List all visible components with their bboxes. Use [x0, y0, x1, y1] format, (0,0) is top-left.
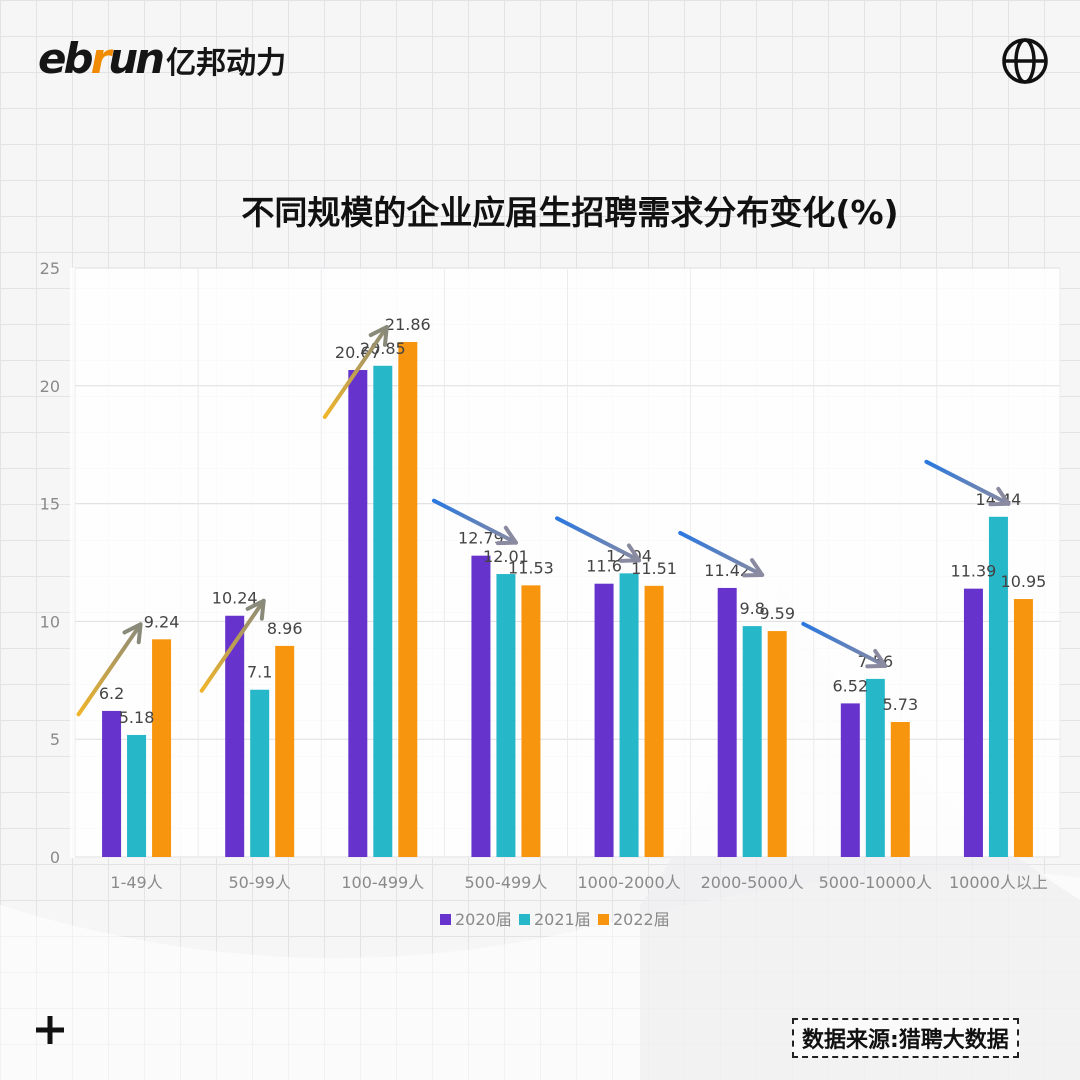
data-label: 12.79 [458, 529, 504, 548]
trend-arrow-head [245, 598, 266, 621]
bar [963, 588, 983, 857]
y-tick-label: 15 [40, 495, 60, 514]
bar [742, 626, 762, 857]
bar [102, 710, 122, 857]
trend-arrow-head [495, 525, 518, 546]
trend-arrow-shaft [555, 516, 642, 563]
bar [348, 370, 368, 857]
legend-label: 2022届 [613, 910, 670, 929]
plus-icon[interactable] [34, 1014, 66, 1046]
brand-en-prefix: eb [38, 34, 94, 83]
x-tick-label: 500-499人 [465, 873, 548, 892]
data-label: 11.6 [586, 557, 622, 576]
legend: 2020届 2021届 2022届 [440, 910, 670, 929]
trend-arrow-head [988, 486, 1011, 507]
trend-arrow-shaft [801, 621, 888, 668]
chart-title: 不同规模的企业应届生招聘需求分布变化(%) [241, 193, 898, 232]
y-tick-label: 20 [40, 377, 60, 396]
bar [127, 734, 147, 857]
x-tick-label: 50-99人 [228, 873, 291, 892]
data-label: 9.24 [144, 612, 180, 631]
legend-swatch [519, 914, 530, 925]
brand-en-accent: r [90, 34, 112, 83]
bar [152, 639, 172, 857]
data-source: 数据来源:猎聘大数据 [792, 1018, 1019, 1058]
bar [644, 585, 664, 857]
data-label: 21.86 [385, 315, 431, 334]
bar [521, 585, 541, 857]
bar [275, 645, 295, 857]
brand-logo-cn: 亿邦动力 [166, 46, 287, 81]
brand-logo-en: ebrun [38, 34, 165, 83]
bar [594, 583, 614, 857]
data-label: 20.85 [360, 339, 406, 358]
brand-en-suffix: un [108, 34, 165, 83]
data-label: 5.18 [119, 708, 155, 727]
trend-arrow-head [368, 324, 389, 347]
bars [102, 341, 1033, 857]
bar [250, 689, 270, 857]
bar [840, 703, 860, 857]
legend-label: 2021届 [534, 910, 591, 929]
plot-area [70, 268, 1060, 858]
data-label: 11.42 [704, 561, 750, 580]
data-label: 11.53 [508, 558, 554, 577]
trend-arrow-shaft [924, 459, 1011, 506]
data-label: 8.96 [267, 619, 303, 638]
y-tick-label: 10 [40, 612, 60, 631]
bar [225, 615, 245, 857]
data-label: 20.67 [335, 343, 381, 362]
bar [398, 341, 418, 857]
trend-arrow-shaft [431, 498, 518, 545]
x-tick-label: 5000-10000人 [819, 873, 932, 892]
globe-icon[interactable] [1000, 36, 1050, 86]
y-tick-label: 0 [50, 848, 60, 867]
trend-arrow-shaft [76, 622, 143, 717]
data-label: 6.52 [833, 676, 869, 695]
x-tick-label: 1000-2000人 [577, 873, 680, 892]
x-tick-label: 2000-5000人 [701, 873, 804, 892]
bar [890, 722, 910, 857]
data-label: 10.24 [212, 589, 258, 608]
data-label: 11.39 [951, 562, 997, 581]
data-label: 10.95 [1001, 572, 1047, 591]
trend-arrow-head [619, 543, 642, 563]
y-tick-label: 25 [40, 259, 60, 278]
data-label: 9.8 [739, 599, 764, 618]
bar [865, 678, 885, 857]
trend-arrow-head [122, 622, 143, 645]
bar [373, 365, 393, 857]
trend-arrow-head [742, 558, 765, 578]
bar [717, 587, 737, 857]
y-axis: 0 5 10 15 20 25 [40, 259, 60, 867]
trend-arrow-head [865, 649, 888, 669]
bar [619, 573, 639, 857]
x-tick-label: 1-49人 [110, 873, 162, 892]
x-tick-label: 100-499人 [341, 873, 424, 892]
trend-arrow-shaft [322, 324, 389, 419]
bar [988, 516, 1008, 857]
x-axis: 1-49人 50-99人 100-499人 500-499人 1000-2000人 200… [110, 873, 1047, 892]
data-label: 6.2 [99, 684, 124, 703]
legend-label: 2020届 [455, 910, 512, 929]
data-label: 12.01 [483, 547, 529, 566]
trend-arrow-shaft [678, 530, 765, 577]
y-tick-label: 5 [50, 730, 60, 749]
trend-arrows [76, 324, 1011, 717]
bar [1013, 599, 1033, 857]
data-label: 5.73 [883, 695, 919, 714]
bar [767, 631, 787, 857]
data-label: 7.1 [247, 663, 272, 682]
legend-swatch [440, 914, 451, 925]
trend-arrow-shaft [199, 598, 266, 693]
brand-logo: ebrun 亿邦动力 [38, 34, 286, 86]
x-tick-label: 10000人以上 [949, 873, 1048, 892]
data-label: 9.59 [759, 604, 795, 623]
bar [471, 555, 491, 857]
bar [496, 574, 516, 857]
data-label: 11.51 [631, 559, 677, 578]
legend-swatch [598, 914, 609, 925]
